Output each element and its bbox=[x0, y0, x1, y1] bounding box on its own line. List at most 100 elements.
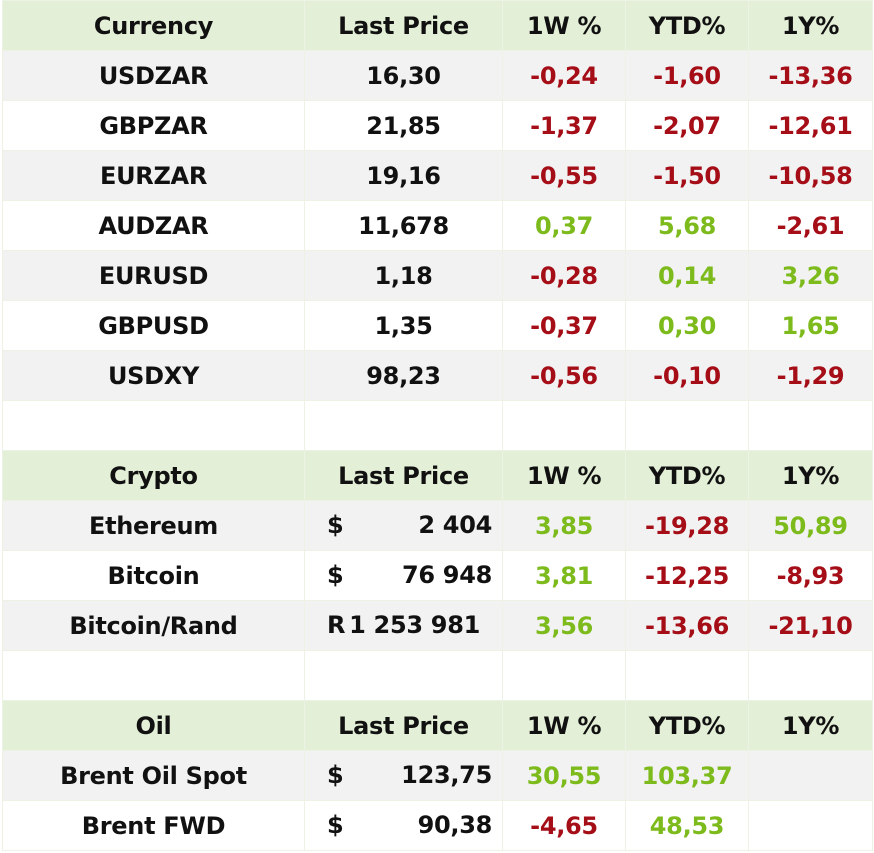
change-1w: -0,55 bbox=[502, 150, 626, 201]
change-1y: 50,89 bbox=[748, 500, 873, 551]
table-row: Bitcoin/Rand R 1 253 981 3,56 -13,66 -21… bbox=[2, 600, 873, 651]
change-1w: -1,37 bbox=[502, 100, 626, 151]
change-1w: -4,65 bbox=[502, 800, 626, 851]
change-ytd: 48,53 bbox=[625, 800, 749, 851]
last-price: $ 123,75 bbox=[304, 750, 503, 801]
spacer-cell bbox=[502, 400, 626, 451]
last-price: 21,85 bbox=[304, 100, 503, 151]
change-1w: -0,28 bbox=[502, 250, 626, 301]
change-1w: -0,56 bbox=[502, 350, 626, 401]
table-row: Brent FWD $ 90,38 -4,65 48,53 bbox=[2, 800, 873, 851]
change-1w: -0,37 bbox=[502, 300, 626, 351]
table-row: Brent Oil Spot $ 123,75 30,55 103,37 bbox=[2, 750, 873, 801]
instrument-name: Bitcoin/Rand bbox=[2, 600, 305, 651]
change-1y: -2,61 bbox=[748, 200, 873, 251]
change-1y: -13,36 bbox=[748, 50, 873, 101]
header-cell: Currency bbox=[2, 0, 305, 51]
section-spacer bbox=[2, 400, 873, 451]
table-row: EURZAR 19,16 -0,55 -1,50 -10,58 bbox=[2, 150, 873, 201]
oil-header-row: Oil Last Price 1W % YTD% 1Y% bbox=[2, 700, 873, 751]
table-row: USDXY 98,23 -0,56 -0,10 -1,29 bbox=[2, 350, 873, 401]
instrument-name: USDXY bbox=[2, 350, 305, 401]
spacer-cell bbox=[502, 650, 626, 701]
change-ytd: 5,68 bbox=[625, 200, 749, 251]
change-1y: -10,58 bbox=[748, 150, 873, 201]
price-amount: 1 253 981 bbox=[349, 611, 480, 639]
header-cell: 1Y% bbox=[748, 450, 873, 501]
change-1w: 0,37 bbox=[502, 200, 626, 251]
instrument-name: AUDZAR bbox=[2, 200, 305, 251]
header-cell: 1W % bbox=[502, 700, 626, 751]
last-price: $ 76 948 bbox=[304, 550, 503, 601]
section-spacer bbox=[2, 650, 873, 701]
header-cell: Crypto bbox=[2, 450, 305, 501]
instrument-name: Bitcoin bbox=[2, 550, 305, 601]
currency-symbol: $ bbox=[327, 511, 344, 539]
change-1w: 3,56 bbox=[502, 600, 626, 651]
instrument-name: EURZAR bbox=[2, 150, 305, 201]
header-cell: Oil bbox=[2, 700, 305, 751]
table-row: Ethereum $ 2 404 3,85 -19,28 50,89 bbox=[2, 500, 873, 551]
crypto-header-row: Crypto Last Price 1W % YTD% 1Y% bbox=[2, 450, 873, 501]
change-1y bbox=[748, 800, 873, 851]
instrument-name: Brent FWD bbox=[2, 800, 305, 851]
spacer-cell bbox=[748, 650, 873, 701]
change-ytd: -13,66 bbox=[625, 600, 749, 651]
spacer-cell bbox=[2, 650, 305, 701]
table-row: AUDZAR 11,678 0,37 5,68 -2,61 bbox=[2, 200, 873, 251]
change-ytd: 0,30 bbox=[625, 300, 749, 351]
change-ytd: -1,60 bbox=[625, 50, 749, 101]
currency-header-row: Currency Last Price 1W % YTD% 1Y% bbox=[2, 0, 873, 51]
instrument-name: GBPZAR bbox=[2, 100, 305, 151]
change-1y: -21,10 bbox=[748, 600, 873, 651]
price-amount: 2 404 bbox=[418, 511, 492, 539]
currency-symbol: R bbox=[327, 611, 346, 639]
last-price: 19,16 bbox=[304, 150, 503, 201]
spacer-cell bbox=[304, 650, 503, 701]
price-amount: 90,38 bbox=[417, 811, 493, 839]
header-cell: 1Y% bbox=[748, 0, 873, 51]
header-cell: 1W % bbox=[502, 450, 626, 501]
currency-symbol: $ bbox=[327, 561, 344, 589]
last-price: 16,30 bbox=[304, 50, 503, 101]
spacer-cell bbox=[625, 650, 749, 701]
last-price: $ 90,38 bbox=[304, 800, 503, 851]
header-cell: Last Price bbox=[304, 700, 503, 751]
change-ytd: -1,50 bbox=[625, 150, 749, 201]
instrument-name: USDZAR bbox=[2, 50, 305, 101]
last-price: 1,35 bbox=[304, 300, 503, 351]
change-1w: 3,85 bbox=[502, 500, 626, 551]
header-cell: YTD% bbox=[625, 700, 749, 751]
change-1y: -12,61 bbox=[748, 100, 873, 151]
change-ytd: 0,14 bbox=[625, 250, 749, 301]
header-cell: YTD% bbox=[625, 450, 749, 501]
spacer-cell bbox=[2, 400, 305, 451]
table-row: EURUSD 1,18 -0,28 0,14 3,26 bbox=[2, 250, 873, 301]
currency-symbol: $ bbox=[327, 811, 344, 839]
instrument-name: Ethereum bbox=[2, 500, 305, 551]
header-cell: Last Price bbox=[304, 450, 503, 501]
spacer-cell bbox=[748, 400, 873, 451]
table-row: GBPUSD 1,35 -0,37 0,30 1,65 bbox=[2, 300, 873, 351]
instrument-name: EURUSD bbox=[2, 250, 305, 301]
change-1y: 3,26 bbox=[748, 250, 873, 301]
change-1y: -8,93 bbox=[748, 550, 873, 601]
header-cell: 1Y% bbox=[748, 700, 873, 751]
change-1y bbox=[748, 750, 873, 801]
instrument-name: Brent Oil Spot bbox=[2, 750, 305, 801]
change-1w: 3,81 bbox=[502, 550, 626, 601]
last-price: 11,678 bbox=[304, 200, 503, 251]
table-row: Bitcoin $ 76 948 3,81 -12,25 -8,93 bbox=[2, 550, 873, 601]
change-ytd: -12,25 bbox=[625, 550, 749, 601]
change-ytd: -0,10 bbox=[625, 350, 749, 401]
change-1y: 1,65 bbox=[748, 300, 873, 351]
currency-symbol: $ bbox=[327, 761, 344, 789]
change-ytd: 103,37 bbox=[625, 750, 749, 801]
header-cell: YTD% bbox=[625, 0, 749, 51]
change-ytd: -19,28 bbox=[625, 500, 749, 551]
change-1w: -0,24 bbox=[502, 50, 626, 101]
header-cell: Last Price bbox=[304, 0, 503, 51]
last-price: 1,18 bbox=[304, 250, 503, 301]
change-1y: -1,29 bbox=[748, 350, 873, 401]
